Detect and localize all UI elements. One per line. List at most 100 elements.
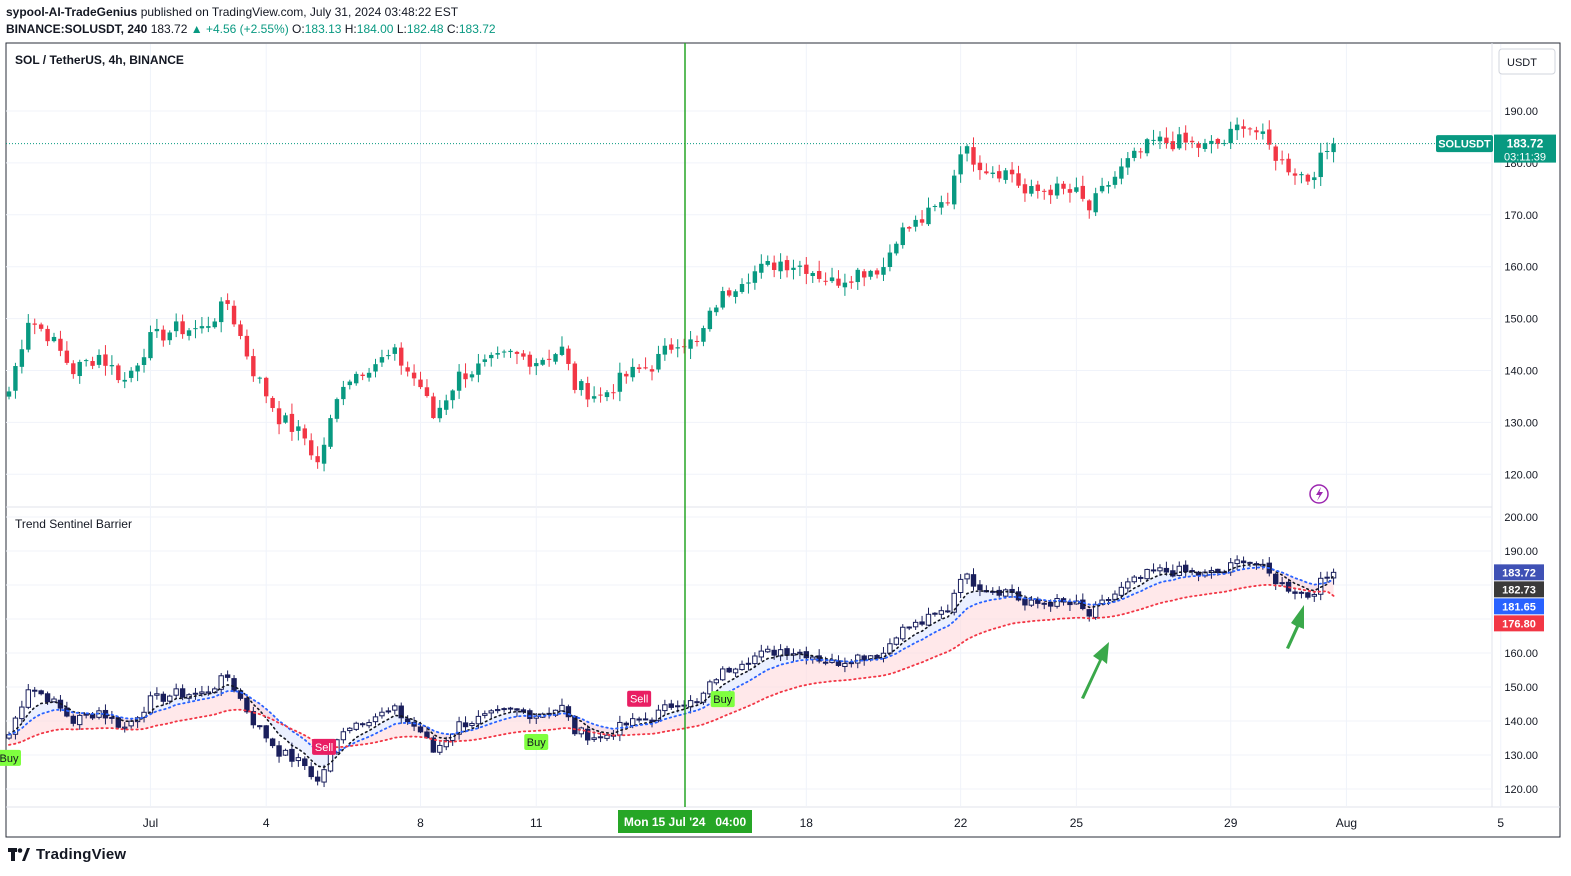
tradingview-logo[interactable]: TradingView bbox=[8, 846, 126, 863]
indicator-candle bbox=[1157, 567, 1163, 572]
price-candle bbox=[752, 271, 758, 283]
price-candle bbox=[1093, 193, 1098, 213]
indicator-candle bbox=[205, 691, 212, 694]
price-candle bbox=[630, 366, 635, 378]
indicator-candle bbox=[784, 648, 790, 656]
indicator-candle bbox=[231, 678, 237, 692]
indicator-candle bbox=[1137, 576, 1144, 579]
price-candle bbox=[296, 426, 301, 431]
price-tag-symbol: SOLUSDT bbox=[1438, 139, 1491, 151]
indicator-candle bbox=[906, 626, 912, 629]
price-candle bbox=[939, 202, 944, 208]
indicator-tick-label: 150.00 bbox=[1504, 682, 1538, 694]
indicator-candle bbox=[1150, 569, 1157, 572]
price-candle bbox=[759, 263, 764, 273]
chart-frame bbox=[5, 42, 1561, 838]
indicator-candle bbox=[694, 701, 700, 704]
price-candle bbox=[579, 381, 584, 391]
indicator-candle bbox=[1247, 561, 1253, 564]
price-candle bbox=[341, 386, 346, 400]
price-candle bbox=[1267, 129, 1272, 145]
price-candle bbox=[810, 272, 815, 276]
author-name[interactable]: sypool-AI-TradeGenius bbox=[6, 5, 138, 19]
price-candle bbox=[444, 400, 449, 410]
indicator-candle bbox=[199, 691, 205, 694]
price-candle bbox=[199, 326, 205, 329]
indicator-candle bbox=[951, 592, 957, 613]
price-candle bbox=[1189, 140, 1195, 143]
indicator-candle bbox=[141, 711, 147, 718]
indicator-candle bbox=[1099, 599, 1105, 605]
price-candle bbox=[1151, 139, 1156, 141]
price-tick-label: 160.00 bbox=[1504, 262, 1538, 274]
indicator-candle bbox=[19, 706, 25, 720]
signal-badge bbox=[710, 691, 735, 708]
time-tick-label: 22 bbox=[954, 816, 968, 830]
indicator-candle bbox=[707, 681, 713, 695]
price-candle bbox=[173, 321, 179, 332]
price-candle bbox=[1273, 146, 1278, 161]
low-value: 182.48 bbox=[406, 22, 444, 36]
price-candle bbox=[1042, 190, 1047, 192]
indicator-candle bbox=[443, 740, 449, 748]
price-candle bbox=[714, 307, 719, 313]
price-candle bbox=[450, 390, 455, 401]
indicator-candle bbox=[1176, 565, 1182, 576]
indicator-candle bbox=[1182, 564, 1189, 573]
price-candle bbox=[572, 363, 578, 390]
price-candle bbox=[405, 367, 410, 372]
currency-button[interactable]: USDT bbox=[1498, 48, 1556, 75]
indicator-value-tag: 183.72 bbox=[1494, 564, 1544, 581]
indicator-candle bbox=[1105, 599, 1112, 602]
indicator-candle bbox=[900, 626, 906, 640]
open-label: O: bbox=[292, 22, 305, 36]
indicator-candle bbox=[1189, 570, 1195, 573]
indicator-candle bbox=[726, 667, 732, 673]
price-candle bbox=[829, 277, 835, 282]
price-candle bbox=[990, 172, 995, 174]
price-candle bbox=[1241, 126, 1246, 129]
indicator-candle bbox=[1112, 593, 1118, 600]
price-candle bbox=[1299, 174, 1304, 176]
indicator-candle bbox=[874, 654, 880, 659]
indicator-candle bbox=[173, 688, 179, 696]
price-candle bbox=[952, 175, 957, 205]
price-candle bbox=[1003, 170, 1008, 180]
price-candle bbox=[122, 379, 127, 382]
high-label: H: bbox=[344, 22, 357, 36]
indicator-candle bbox=[154, 693, 160, 696]
price-candle bbox=[816, 271, 822, 279]
price-candle bbox=[1035, 184, 1040, 191]
alert-icon[interactable] bbox=[1309, 484, 1329, 504]
time-tick-label: Aug bbox=[1336, 816, 1357, 830]
signal-badge bbox=[627, 690, 652, 707]
price-candle bbox=[559, 346, 565, 355]
price-candle bbox=[347, 381, 352, 386]
indicator-value-tag: 182.73 bbox=[1494, 581, 1544, 598]
indicator-candle bbox=[314, 776, 321, 782]
price-candle bbox=[1016, 173, 1021, 186]
indicator-candle bbox=[44, 693, 51, 703]
price-candle bbox=[534, 363, 539, 367]
price-candle bbox=[1318, 152, 1323, 178]
price-candle bbox=[386, 355, 391, 357]
indicator-candle bbox=[662, 704, 668, 712]
indicator-candle bbox=[1054, 598, 1060, 607]
price-candle bbox=[482, 359, 488, 362]
indicator-tag-bg bbox=[1494, 598, 1544, 615]
indicator-candle bbox=[289, 748, 295, 762]
indicator-candle bbox=[347, 727, 353, 732]
price-candle bbox=[874, 270, 880, 275]
price-candles bbox=[6, 117, 1336, 472]
indicator-candle bbox=[938, 610, 945, 615]
price-candle bbox=[1247, 128, 1253, 130]
price-candle bbox=[1138, 151, 1143, 153]
price-candle bbox=[707, 310, 713, 330]
price-candle bbox=[546, 358, 552, 360]
price-candle bbox=[411, 372, 417, 379]
indicator-candle bbox=[501, 708, 507, 711]
price-candle bbox=[135, 365, 140, 372]
price-candle bbox=[1125, 158, 1131, 168]
indicator-candle bbox=[681, 704, 687, 707]
